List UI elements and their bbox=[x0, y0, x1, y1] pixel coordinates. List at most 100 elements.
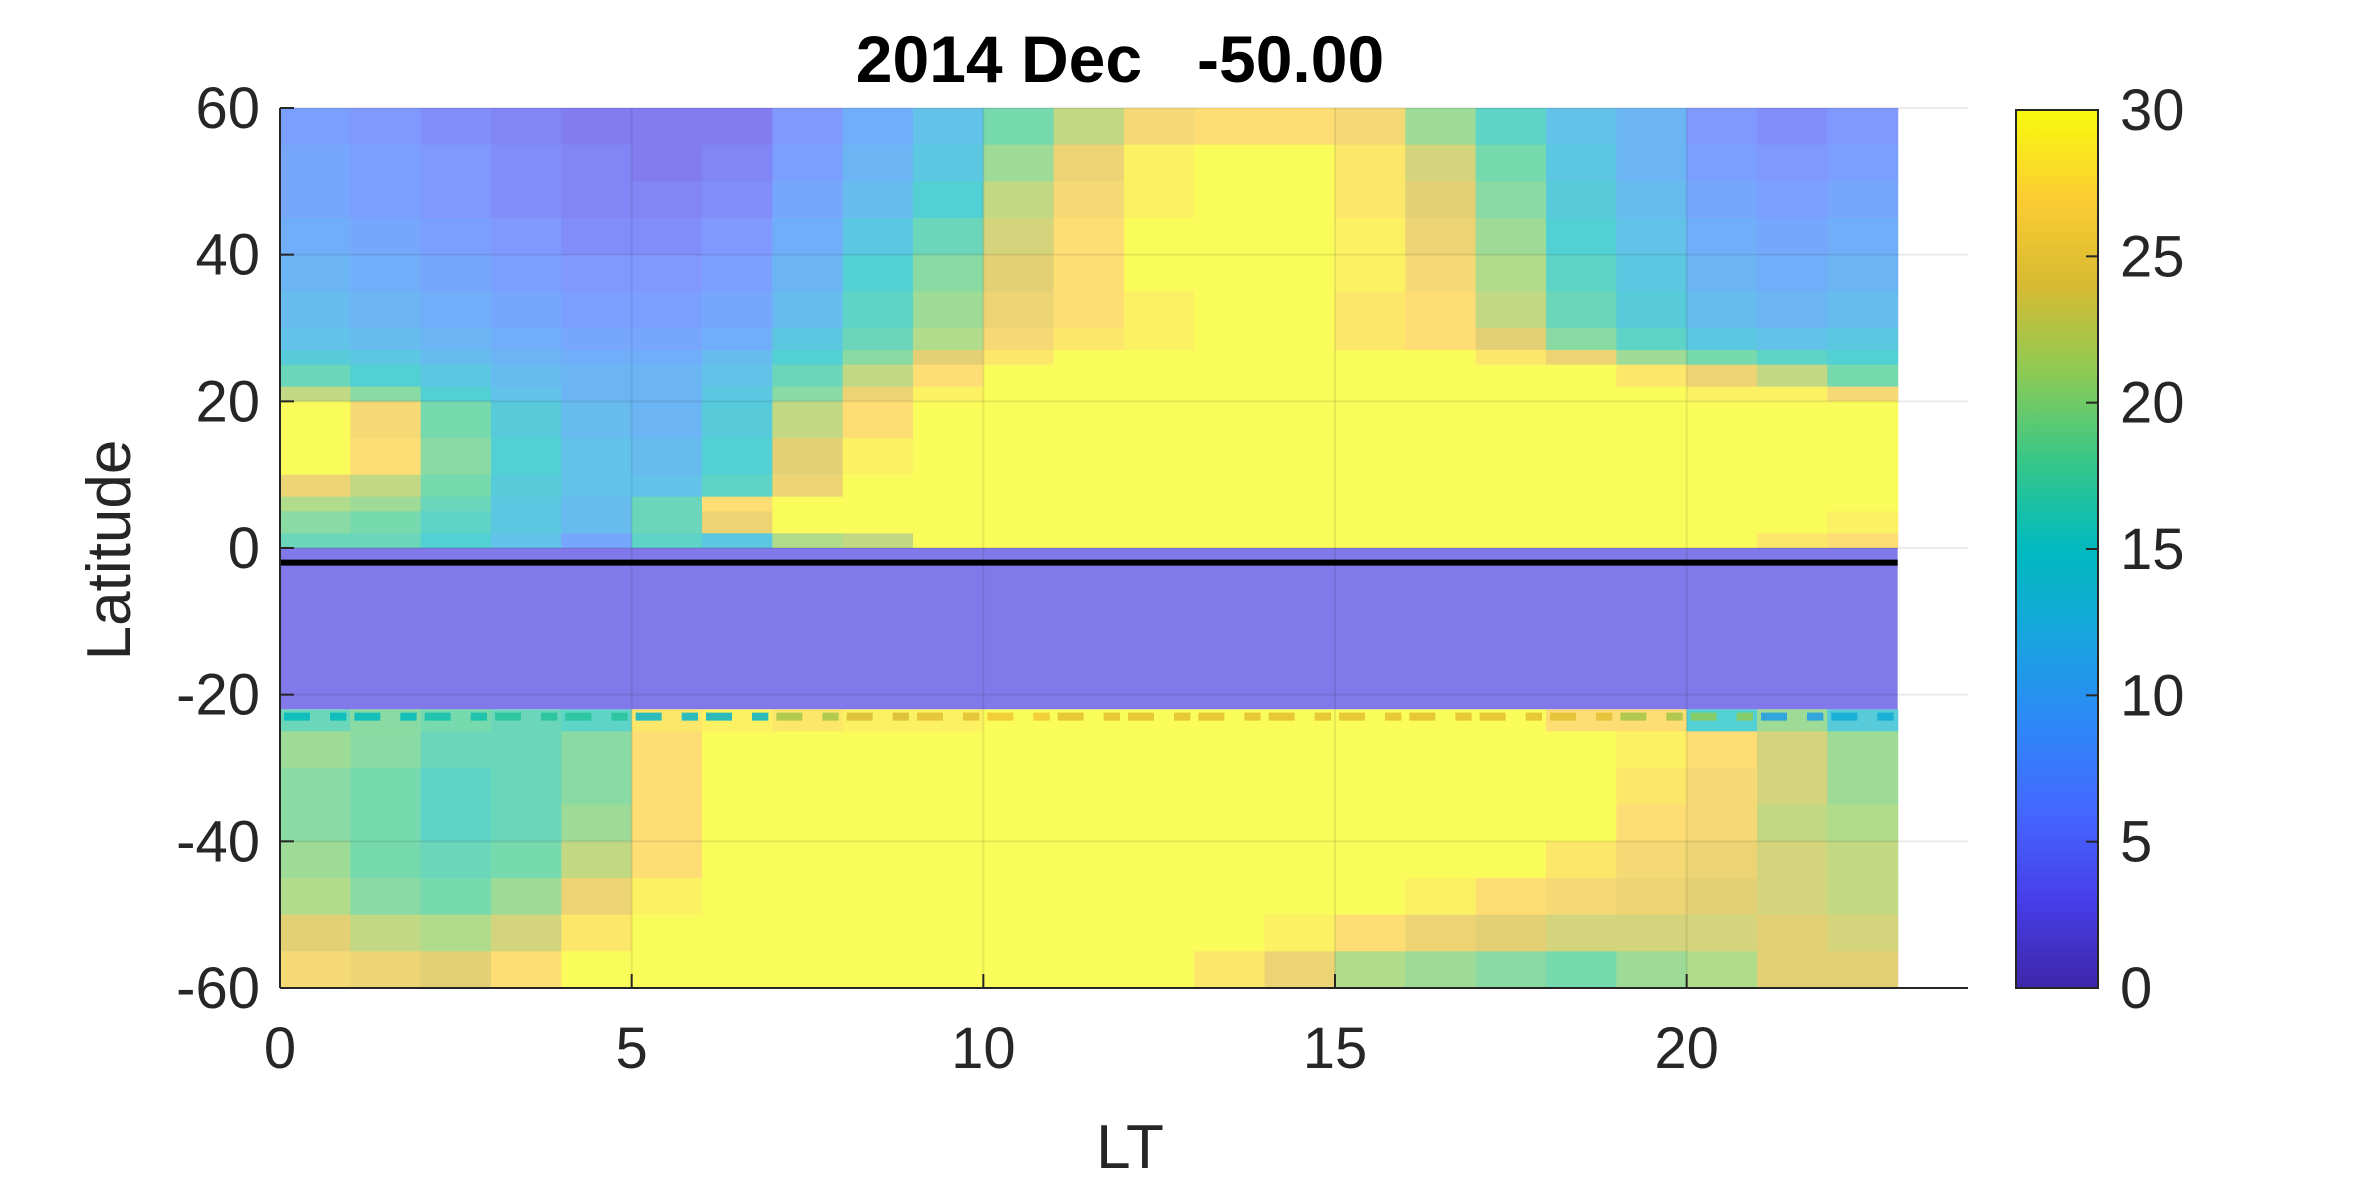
heatmap-cell bbox=[631, 328, 703, 351]
heatmap-cell bbox=[1335, 438, 1406, 476]
heatmap-cell bbox=[561, 511, 633, 534]
heatmap-cell bbox=[350, 364, 422, 388]
y-tick-label: 20 bbox=[195, 369, 260, 434]
heatmap-cell bbox=[772, 144, 844, 182]
heatmap-cell bbox=[1546, 474, 1617, 498]
heatmap-cell bbox=[1405, 914, 1477, 952]
heatmap-cell bbox=[561, 350, 633, 366]
heatmap-cell bbox=[1335, 386, 1406, 402]
heatmap-cell bbox=[1194, 804, 1266, 842]
heatmap-cell bbox=[1546, 804, 1617, 842]
heatmap-cell bbox=[772, 914, 844, 952]
heatmap-cell bbox=[280, 401, 351, 439]
heatmap-cell bbox=[1616, 511, 1688, 534]
heatmap-cell bbox=[1405, 181, 1477, 219]
heatmap-cell bbox=[772, 386, 844, 402]
heatmap-cell bbox=[1686, 914, 1758, 952]
heatmap-cell bbox=[1827, 181, 1899, 219]
overlay-lines bbox=[280, 559, 1898, 721]
heatmap-cell bbox=[280, 731, 351, 769]
heatmap-cell bbox=[1124, 108, 1195, 146]
heatmap-cell bbox=[1757, 386, 1828, 402]
heatmap-cell bbox=[1405, 350, 1477, 366]
heatmap-cell bbox=[1124, 878, 1195, 916]
heatmap-cell bbox=[1757, 108, 1828, 146]
heatmap-cell bbox=[1475, 386, 1547, 402]
heatmap-cell bbox=[631, 951, 703, 989]
heatmap-cell bbox=[631, 533, 703, 549]
heatmap-cell bbox=[350, 350, 422, 366]
heatmap-cell bbox=[631, 181, 703, 219]
heatmap-cell bbox=[350, 291, 422, 329]
heatmap-cell bbox=[1827, 474, 1899, 498]
grid-lines bbox=[279, 107, 1968, 989]
heatmap-cell bbox=[1757, 474, 1828, 498]
heatmap-cell bbox=[1686, 841, 1758, 879]
heatmap-cell bbox=[842, 951, 914, 989]
heatmap-cell bbox=[702, 438, 773, 476]
heatmap-cell bbox=[1405, 474, 1477, 498]
heatmap-cell bbox=[1124, 438, 1195, 476]
heatmap-cell bbox=[1194, 350, 1266, 366]
heatmap-cell bbox=[1405, 401, 1477, 439]
heatmap-cell bbox=[1053, 328, 1125, 351]
heatmap-cell bbox=[983, 218, 1055, 256]
heatmap-cell bbox=[1405, 511, 1477, 534]
heatmap-cell bbox=[1546, 254, 1617, 292]
heatmap-cell bbox=[1827, 218, 1899, 256]
heatmap-cell bbox=[1827, 768, 1899, 806]
heatmap-cell bbox=[1405, 878, 1477, 916]
heatmap-cell bbox=[1194, 328, 1266, 351]
heatmap-cell bbox=[350, 511, 422, 534]
heatmap-cell bbox=[1194, 386, 1266, 402]
heatmap-cell bbox=[842, 364, 914, 388]
heatmap-cell bbox=[350, 496, 422, 512]
heatmap-cell bbox=[1194, 951, 1266, 989]
heatmap-cell bbox=[1053, 474, 1125, 498]
heatmap-cell bbox=[350, 914, 422, 952]
heatmap-cell bbox=[1686, 291, 1758, 329]
heatmap-cell bbox=[1053, 401, 1125, 439]
heatmap-cell bbox=[1616, 254, 1688, 292]
heatmap-cell bbox=[420, 350, 492, 366]
heatmap-cell bbox=[842, 438, 914, 476]
heatmap-cell bbox=[491, 438, 562, 476]
heatmap-cell bbox=[1124, 218, 1195, 256]
heatmap-cell bbox=[1405, 533, 1477, 549]
heatmap-cell bbox=[913, 401, 984, 439]
heatmap-cell bbox=[1053, 254, 1125, 292]
heatmap-cell bbox=[983, 951, 1055, 989]
heatmap-cell bbox=[1827, 364, 1899, 388]
heatmap-cell bbox=[350, 533, 422, 549]
heatmap-cell bbox=[280, 511, 351, 534]
heatmap-cell bbox=[772, 731, 844, 769]
heatmap-cell bbox=[1194, 914, 1266, 952]
heatmap-cell bbox=[913, 496, 984, 512]
heatmap-cell bbox=[1405, 496, 1477, 512]
heatmap-cell bbox=[1264, 496, 1336, 512]
heatmap-cell bbox=[1475, 878, 1547, 916]
heatmap-cell bbox=[1475, 914, 1547, 952]
heatmap-cell bbox=[913, 511, 984, 534]
heatmap-cell bbox=[1264, 804, 1336, 842]
heatmap-cell bbox=[1546, 496, 1617, 512]
heatmap-cell bbox=[1475, 364, 1547, 388]
heatmap-cell bbox=[1405, 841, 1477, 879]
heatmap-cell bbox=[1827, 511, 1899, 534]
heatmap-cell bbox=[280, 914, 351, 952]
heatmap-cell bbox=[1264, 474, 1336, 498]
heatmap-cell bbox=[983, 841, 1055, 879]
heatmap-cell bbox=[280, 804, 351, 842]
heatmap-cell bbox=[1264, 438, 1336, 476]
heatmap-cell bbox=[842, 218, 914, 256]
heatmap-cell bbox=[420, 144, 492, 182]
heatmap-cell bbox=[1686, 108, 1758, 146]
heatmap-cell bbox=[280, 108, 351, 146]
heatmap-cell bbox=[1264, 108, 1336, 146]
colorbar-tick-label: 20 bbox=[2120, 371, 2185, 436]
heatmap-cell bbox=[983, 914, 1055, 952]
heatmap-cell bbox=[561, 386, 633, 402]
heatmap-cell bbox=[491, 496, 562, 512]
heatmap-cell bbox=[1475, 144, 1547, 182]
